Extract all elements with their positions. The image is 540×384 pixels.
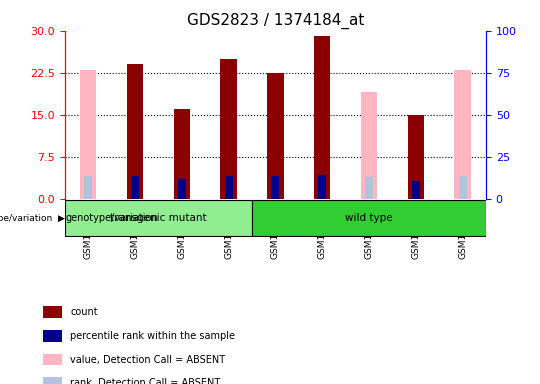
Bar bbox=[361, 93, 377, 199]
Text: transgenic mutant: transgenic mutant bbox=[110, 213, 207, 223]
Bar bbox=[220, 59, 237, 199]
Text: value, Detection Call = ABSENT: value, Detection Call = ABSENT bbox=[70, 354, 225, 364]
FancyBboxPatch shape bbox=[252, 200, 486, 236]
Bar bbox=[365, 177, 373, 199]
Bar bbox=[455, 70, 471, 199]
Bar bbox=[267, 73, 284, 199]
Bar bbox=[178, 179, 186, 199]
Text: count: count bbox=[70, 307, 98, 317]
Text: genotype/variation  ▶: genotype/variation ▶ bbox=[0, 214, 65, 223]
Bar bbox=[80, 70, 96, 199]
Title: GDS2823 / 1374184_at: GDS2823 / 1374184_at bbox=[187, 13, 364, 29]
Bar bbox=[127, 65, 143, 199]
Bar bbox=[225, 175, 233, 199]
Bar bbox=[43, 306, 62, 318]
Bar bbox=[131, 175, 139, 199]
Text: genotype/variation: genotype/variation bbox=[66, 213, 158, 223]
Bar bbox=[458, 176, 467, 199]
Bar bbox=[408, 115, 424, 199]
Text: percentile rank within the sample: percentile rank within the sample bbox=[70, 331, 235, 341]
Text: rank, Detection Call = ABSENT: rank, Detection Call = ABSENT bbox=[70, 378, 220, 384]
FancyBboxPatch shape bbox=[65, 200, 252, 236]
Bar bbox=[43, 330, 62, 342]
Bar bbox=[318, 175, 326, 199]
Bar bbox=[174, 109, 190, 199]
Bar bbox=[314, 36, 330, 199]
Bar bbox=[43, 377, 62, 384]
Text: wild type: wild type bbox=[345, 213, 393, 223]
Bar bbox=[84, 176, 92, 199]
Bar bbox=[43, 354, 62, 366]
Bar bbox=[271, 175, 280, 199]
Bar bbox=[411, 182, 420, 199]
